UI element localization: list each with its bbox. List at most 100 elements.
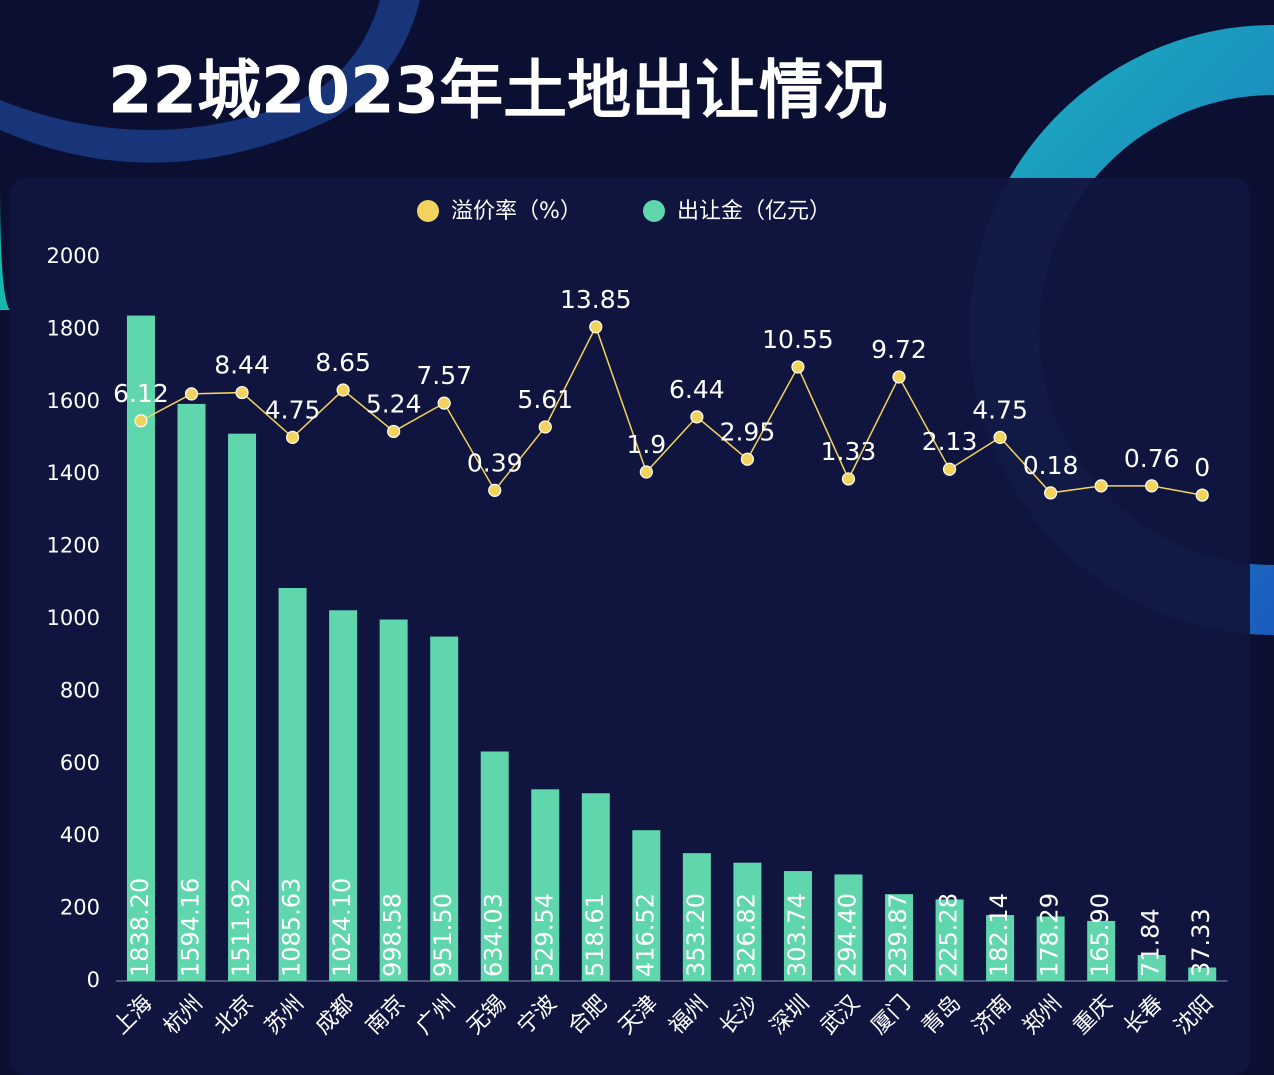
y-tick-label: 1000	[47, 606, 100, 630]
point-value-label: 8.44	[214, 351, 270, 380]
point-value-label: 4.75	[265, 395, 321, 424]
line-point	[488, 483, 502, 497]
bar	[1036, 916, 1065, 981]
point-value-label: 2.95	[720, 417, 776, 446]
bar-value-label: 294.40	[833, 893, 861, 977]
line-point	[892, 370, 906, 384]
bar	[379, 619, 408, 981]
bar-value-label: 1838.20	[126, 878, 154, 977]
y-tick-label: 800	[60, 678, 100, 702]
legend-swatch	[643, 200, 665, 222]
line-point	[235, 385, 249, 400]
y-tick-label: 2000	[47, 244, 100, 268]
bar	[1137, 954, 1166, 981]
bar	[278, 588, 307, 981]
y-tick-label: 1800	[47, 316, 100, 340]
bar	[632, 830, 661, 981]
line-point	[387, 424, 401, 439]
panel	[10, 178, 1250, 1075]
legend: 溢价率（%） 出让金（亿元）	[417, 199, 831, 224]
bar-value-label: 178.29	[1036, 893, 1064, 977]
chart-title: 22城2023年土地出让情况	[108, 55, 887, 129]
point-value-label: 0.76	[1124, 444, 1180, 473]
line-point	[942, 462, 957, 476]
point-value-label: 4.75	[972, 395, 1028, 424]
point-value-label: 5.61	[517, 385, 573, 414]
bar-value-label: 225.28	[935, 893, 963, 977]
line-point	[1094, 479, 1108, 493]
y-tick-label: 600	[60, 751, 100, 775]
point-value-label: 6.12	[113, 379, 169, 408]
line-point	[1145, 479, 1159, 493]
bar	[885, 894, 914, 981]
point-value-label: 13.85	[560, 285, 632, 314]
line-point	[285, 430, 300, 444]
point-value-label: 5.24	[366, 389, 422, 418]
point-value-label: 1.33	[821, 437, 877, 466]
bar-value-label: 518.61	[581, 893, 609, 977]
bar-value-label: 303.74	[783, 893, 811, 977]
legend-label: 溢价率（%）	[451, 199, 582, 224]
line-point	[690, 410, 704, 424]
point-value-label: 10.55	[762, 325, 834, 354]
line-point	[538, 420, 552, 434]
y-tick-label: 1400	[47, 461, 100, 485]
bar	[531, 789, 560, 981]
bar	[480, 751, 509, 981]
y-tick-label: 200	[60, 896, 100, 920]
bar	[935, 899, 964, 981]
bar	[177, 403, 206, 982]
bar	[1188, 967, 1217, 981]
line-point	[184, 387, 199, 401]
bar-value-label: 71.84	[1137, 908, 1165, 977]
bar	[682, 853, 711, 981]
line-point	[841, 472, 856, 486]
bar	[228, 433, 257, 982]
legend-swatch	[417, 200, 439, 222]
line-point	[791, 360, 805, 374]
line-point	[336, 383, 350, 397]
line-point	[1044, 486, 1058, 500]
line-point	[639, 465, 653, 479]
bar-value-label: 239.87	[884, 893, 912, 977]
point-value-label: 8.65	[315, 348, 371, 377]
bar-value-label: 353.20	[682, 893, 710, 977]
bar-value-label: 326.82	[732, 893, 760, 977]
bar	[581, 793, 610, 981]
line-point	[993, 430, 1007, 444]
point-value-label: 0.39	[467, 448, 523, 477]
line	[140, 324, 1203, 496]
y-tick-label: 400	[60, 823, 100, 847]
point-value-label: 9.72	[871, 335, 927, 364]
bar-value-label: 37.33	[1187, 908, 1215, 977]
line-point	[437, 396, 451, 410]
point-value-label: 0	[1194, 453, 1210, 482]
line-point	[134, 414, 148, 428]
bar-value-label: 1085.63	[278, 878, 306, 977]
bar-value-label: 1511.92	[227, 878, 255, 977]
bar	[733, 862, 762, 981]
legend-label: 出让金（亿元）	[677, 199, 831, 224]
bar	[834, 874, 863, 981]
bar-value-label: 951.50	[429, 893, 457, 977]
bar-value-label: 416.52	[631, 893, 659, 977]
bar-value-label: 1594.16	[177, 878, 205, 977]
point-value-label: 0.18	[1023, 451, 1079, 480]
y-tick-label: 0	[87, 968, 100, 992]
point-value-label: 7.57	[416, 361, 472, 390]
line-point	[740, 452, 755, 466]
decoration	[0, 180, 10, 310]
line-point	[589, 320, 603, 334]
bar	[783, 871, 812, 981]
bar-value-label: 634.03	[480, 893, 508, 977]
bar-value-label: 529.54	[530, 893, 558, 977]
bar	[430, 636, 459, 981]
bar	[1087, 920, 1116, 981]
line-point	[1195, 488, 1209, 502]
y-tick-label: 1600	[47, 389, 100, 413]
bar-value-label: 182.14	[985, 893, 1013, 977]
point-value-label: 1.9	[626, 430, 666, 459]
bar-value-label: 998.58	[379, 893, 407, 977]
decoration	[0, 0, 420, 163]
